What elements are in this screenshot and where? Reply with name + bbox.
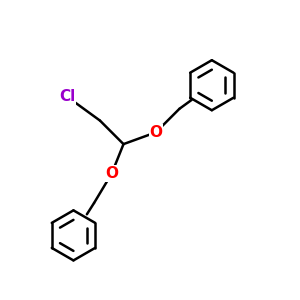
Text: Cl: Cl (59, 89, 76, 104)
Text: O: O (149, 125, 162, 140)
Text: O: O (105, 166, 118, 181)
